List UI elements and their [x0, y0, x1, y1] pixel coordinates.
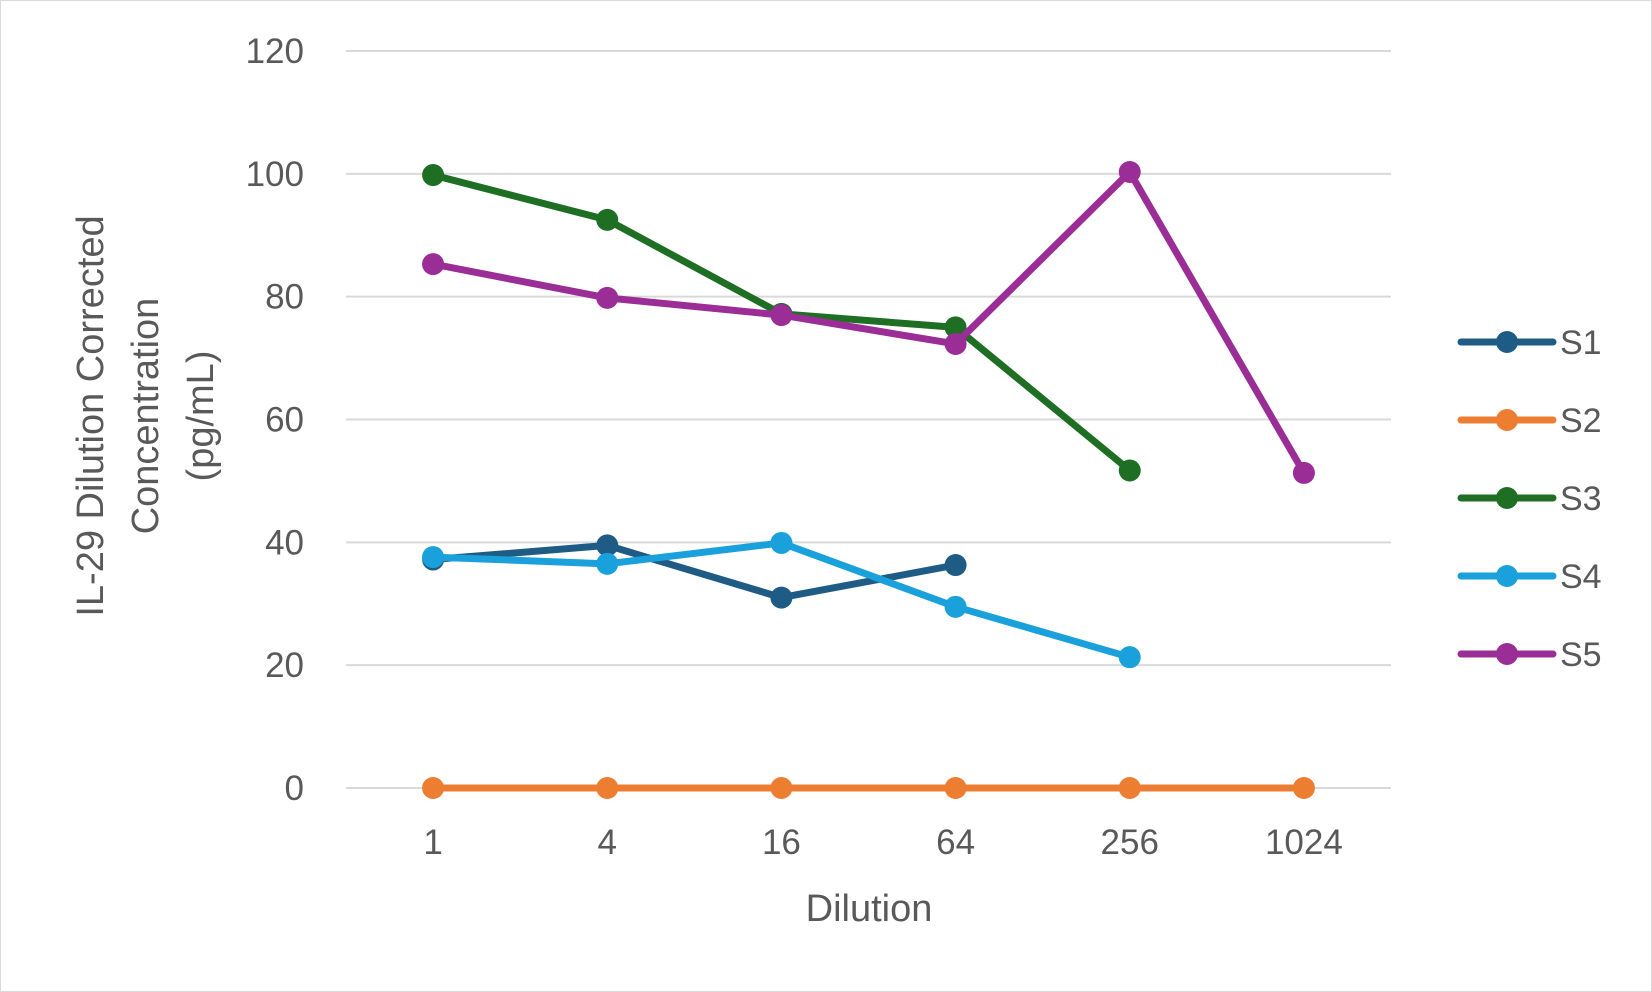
- y-tick-label: 40: [265, 523, 304, 562]
- data-point-S3: [944, 316, 967, 339]
- data-point-S5: [770, 304, 793, 327]
- data-point-S2: [422, 777, 445, 799]
- data-point-S3: [1118, 459, 1141, 482]
- x-tick-label: 1024: [1265, 823, 1343, 862]
- data-point-S2: [1118, 777, 1141, 799]
- data-point-S5: [596, 286, 619, 309]
- legend-entry-S1: S1: [1457, 324, 1602, 362]
- legend-swatch-marker: [1496, 409, 1518, 431]
- legend-swatch-marker: [1496, 643, 1518, 665]
- gridlines: [346, 50, 1391, 789]
- y-axis-title: IL-29 Dilution Corrected Concentration (…: [70, 215, 222, 616]
- x-tick-label: 1: [423, 823, 442, 862]
- series-S2: [422, 777, 1315, 799]
- legend-label: S5: [1560, 636, 1602, 674]
- data-point-S5: [1118, 160, 1141, 183]
- data-point-S3: [596, 208, 619, 231]
- y-axis-title-line-1: IL-29 Dilution Corrected: [70, 215, 112, 616]
- legend-label: S3: [1560, 480, 1602, 518]
- x-axis-title: Dilution: [806, 888, 933, 930]
- y-axis-title-line-2: Concentration: [125, 298, 167, 535]
- data-point-S4: [770, 531, 793, 554]
- legend-label: S2: [1560, 402, 1602, 440]
- x-tick-label: 4: [598, 823, 617, 862]
- data-point-S4: [422, 546, 445, 569]
- data-point-S2: [596, 777, 619, 799]
- x-tick-label: 16: [762, 823, 801, 862]
- y-tick-label: 100: [246, 155, 304, 194]
- series-lines: [422, 160, 1315, 799]
- data-point-S5: [422, 253, 445, 276]
- legend-swatch-marker: [1496, 331, 1518, 353]
- legend-label: S4: [1560, 558, 1602, 596]
- legend-swatch-marker: [1496, 565, 1518, 587]
- legend-entry-S4: S4: [1457, 558, 1602, 596]
- y-axis-ticks: 0 20 40 60 80 100 120: [246, 32, 304, 808]
- series-S4: [422, 531, 1141, 669]
- series-S5: [422, 160, 1315, 484]
- x-tick-label: 256: [1101, 823, 1159, 862]
- legend-entry-S2: S2: [1457, 402, 1602, 440]
- legend-swatch-marker: [1496, 487, 1518, 509]
- y-tick-label: 80: [265, 278, 304, 317]
- y-tick-label: 0: [285, 769, 304, 808]
- data-point-S5: [1292, 461, 1315, 484]
- series-S1: [422, 534, 967, 609]
- legend-entry-S3: S3: [1457, 480, 1602, 518]
- data-point-S4: [596, 552, 619, 575]
- y-axis-title-line-3: (pg/mL): [180, 351, 222, 482]
- y-tick-label: 120: [246, 32, 304, 71]
- data-point-S1: [944, 554, 967, 577]
- data-point-S5: [944, 332, 967, 355]
- data-point-S2: [1292, 777, 1315, 799]
- y-tick-label: 60: [265, 401, 304, 440]
- series-line-S1: [429, 541, 960, 602]
- x-tick-label: 64: [936, 823, 975, 862]
- data-point-S1: [770, 586, 793, 609]
- data-point-S1: [596, 534, 619, 557]
- series-line-S5: [429, 168, 1308, 477]
- legend-entry-S5: S5: [1457, 636, 1602, 674]
- y-tick-label: 20: [265, 646, 304, 685]
- data-point-S3: [422, 164, 445, 187]
- legend: S1 S2 S3 S4 S5: [1457, 324, 1602, 674]
- data-point-S4: [1118, 646, 1141, 669]
- data-point-S4: [944, 595, 967, 618]
- x-axis-ticks: 1 4 16 64 256 1024: [423, 823, 1343, 862]
- data-point-S2: [944, 777, 967, 799]
- data-point-S2: [770, 777, 793, 799]
- legend-label: S1: [1560, 324, 1602, 362]
